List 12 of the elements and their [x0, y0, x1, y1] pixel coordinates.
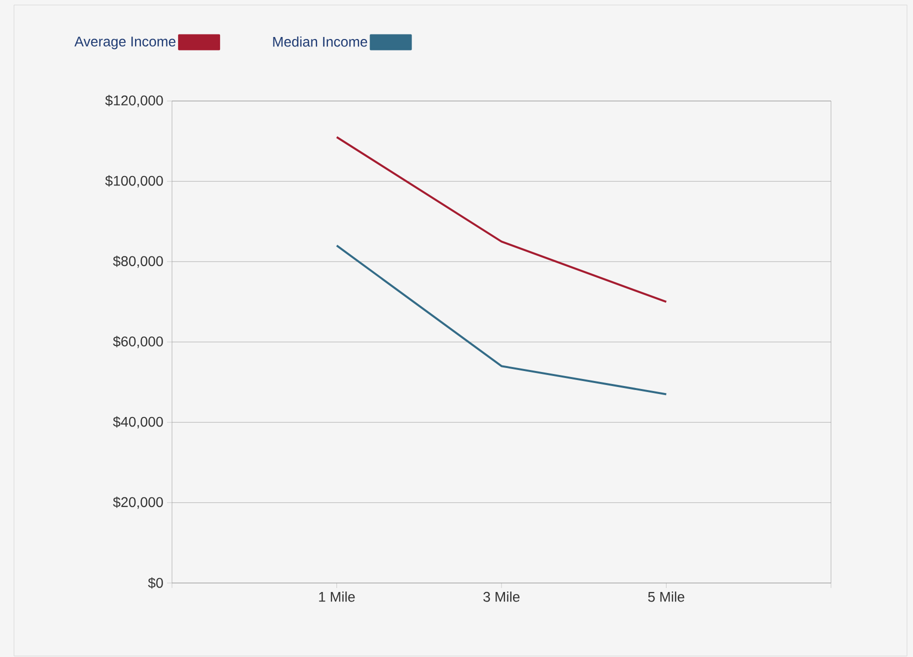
y-tick-label: $20,000: [113, 496, 163, 509]
x-tick-label: 3 Mile: [483, 592, 520, 602]
y-tick-label: $120,000: [105, 94, 163, 108]
y-tick-label: $100,000: [105, 175, 163, 188]
x-tick-label: 5 Mile: [648, 592, 684, 602]
y-tick-label: $0: [148, 577, 163, 589]
legend-label: Average Income: [74, 36, 176, 50]
y-tick-label: $40,000: [113, 416, 163, 428]
legend-label: Median Income: [273, 36, 368, 47]
y-tick-label: $60,000: [113, 336, 163, 348]
y-tick-label: $80,000: [113, 256, 163, 268]
x-tick-label: 1 Mile: [319, 592, 355, 602]
